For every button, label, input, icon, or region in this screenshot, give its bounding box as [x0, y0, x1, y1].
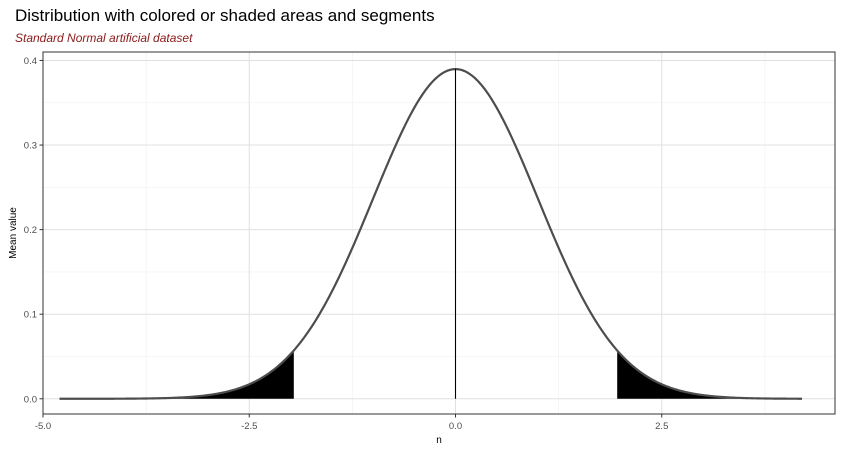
y-tick-label: 0.3 [24, 141, 37, 152]
y-tick-label: 0.1 [24, 310, 37, 321]
right-tail-shaded-area [617, 350, 802, 399]
panel-layer [42, 51, 836, 415]
shaded-area-layer [59, 350, 802, 399]
chart-title: Distribution with colored or shaded area… [15, 6, 435, 25]
x-tick-label: -5.0 [35, 421, 51, 432]
grid-layer [42, 52, 835, 414]
x-tick-label: 2.5 [655, 421, 668, 432]
y-tick-label: 0.0 [24, 394, 37, 405]
left-tail-shaded-area [59, 350, 294, 399]
axis-layer: -5.0 -2.5 0.0 2.5 0.0 0.1 0.2 0.3 0.4 [24, 56, 669, 432]
y-tick-label: 0.4 [24, 56, 37, 67]
chart-subtitle: Standard Normal artificial dataset [15, 31, 193, 45]
panel-border [42, 51, 836, 415]
density-curve-layer [59, 68, 803, 400]
y-axis-title: Mean value [8, 207, 19, 259]
y-tick-label: 0.2 [24, 225, 37, 236]
x-axis-title: n [436, 435, 442, 446]
x-tick-label: 0.0 [449, 421, 462, 432]
density-curve [59, 68, 803, 400]
x-tick-label: -2.5 [241, 421, 257, 432]
